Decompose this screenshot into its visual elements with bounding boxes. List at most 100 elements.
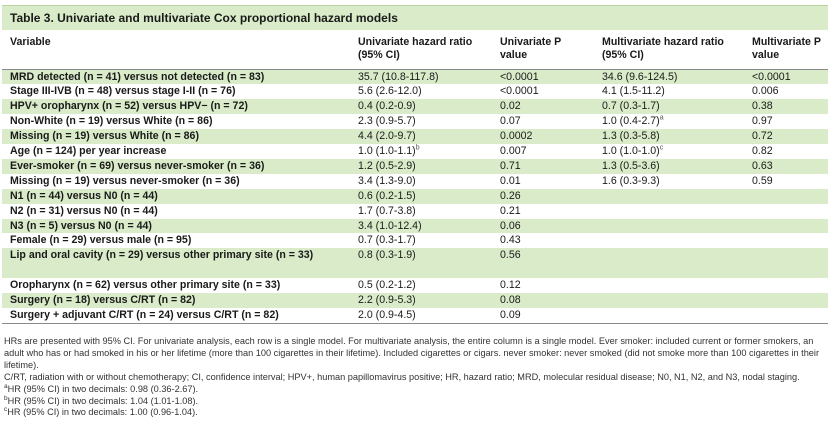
cell-univariate-hr: 5.6 (2.6-12.0) xyxy=(350,84,492,99)
cell-variable: Female (n = 29) versus male (n = 95) xyxy=(2,233,350,248)
footnote-marker: b xyxy=(415,144,420,152)
cell-univariate-hr-text: 2.2 (0.9-5.3) xyxy=(358,294,416,307)
cell-variable-text: Ever-smoker (n = 69) versus never-smoker… xyxy=(10,159,265,172)
cell-multivariate-hr-text: 0.7 (0.3-1.7) xyxy=(602,100,660,113)
cell-univariate-hr-text: 2.3 (0.9-5.7) xyxy=(358,115,416,128)
table-row: N3 (n = 5) versus N0 (n = 44) 3.4 (1.0-12… xyxy=(2,218,828,234)
cell-univariate-p-text: 0.26 xyxy=(500,189,521,202)
cell-multivariate-hr: 1.0 (1.0-1.0)c xyxy=(594,144,744,159)
cell-variable-text: Missing (n = 19) versus White (n = 86) xyxy=(10,130,199,143)
cell-univariate-p-text: 0.06 xyxy=(500,219,521,232)
cell-univariate-hr-text: 0.8 (0.3-1.9) xyxy=(358,249,416,262)
cell-variable: MRD detected (n = 41) versus not detecte… xyxy=(2,69,350,85)
cell-variable-text: N3 (n = 5) versus N0 (n = 44) xyxy=(10,219,152,232)
cell-univariate-hr: 1.7 (0.7-3.8) xyxy=(350,204,492,219)
cell-multivariate-p-text: 0.38 xyxy=(752,100,773,113)
cell-variable-text: Missing (n = 19) versus never-smoker (n … xyxy=(10,174,240,187)
cell-univariate-p-text: 0.56 xyxy=(500,249,521,262)
cell-univariate-hr-text: 0.5 (0.2-1.2) xyxy=(358,279,416,292)
table-row: Lip and oral cavity (n = 29) versus othe… xyxy=(2,248,828,279)
cell-multivariate-hr xyxy=(594,188,744,204)
cell-variable-text: Lip and oral cavity (n = 29) versus othe… xyxy=(10,249,314,262)
cell-univariate-p-text: 0.08 xyxy=(500,294,521,307)
cell-univariate-hr: 0.6 (0.2-1.5) xyxy=(350,188,492,204)
table-header-row: Variable Univariate hazard ratio (95% CI… xyxy=(2,31,828,70)
cell-multivariate-p: 0.82 xyxy=(744,144,828,159)
table-row: HPV+ oropharynx (n = 52) versus HPV− (n … xyxy=(2,99,828,115)
table-row: Ever-smoker (n = 69) versus never-smoker… xyxy=(2,158,828,174)
cell-univariate-p: <0.0001 xyxy=(492,84,594,99)
cell-multivariate-p: 0.63 xyxy=(744,158,828,174)
cell-variable-text: N2 (n = 31) versus N0 (n = 44) xyxy=(10,204,158,217)
cell-variable: N2 (n = 31) versus N0 (n = 44) xyxy=(2,204,350,219)
cell-univariate-hr: 2.3 (0.9-5.7) xyxy=(350,114,492,129)
table-row: Female (n = 29) versus male (n = 95) 0.7 … xyxy=(2,233,828,248)
cell-multivariate-p: 0.97 xyxy=(744,114,828,129)
cell-multivariate-hr: 1.6 (0.3-9.3) xyxy=(594,174,744,189)
cell-multivariate-p-text: 0.82 xyxy=(752,145,773,158)
cell-multivariate-hr-text: 1.3 (0.3-5.8) xyxy=(602,130,660,143)
cell-variable-text: Non-White (n = 19) versus White (n = 86) xyxy=(10,115,213,128)
cell-univariate-p-text: 0.09 xyxy=(500,308,521,321)
cell-univariate-p-text: 0.01 xyxy=(500,174,521,187)
cell-univariate-p-text: 0.007 xyxy=(500,145,527,158)
cell-variable: Lip and oral cavity (n = 29) versus othe… xyxy=(2,248,350,279)
cell-univariate-hr-text: 2.0 (0.9-4.5) xyxy=(358,308,416,321)
cell-univariate-p: 0.02 xyxy=(492,99,594,115)
table-row: Oropharynx (n = 62) versus other primary… xyxy=(2,278,828,293)
cell-univariate-p-text: 0.12 xyxy=(500,279,521,292)
cell-univariate-hr: 0.4 (0.2-0.9) xyxy=(350,99,492,115)
table-row: MRD detected (n = 41) versus not detecte… xyxy=(2,69,828,85)
cell-univariate-hr: 0.8 (0.3-1.9) xyxy=(350,248,492,279)
cell-variable: Surgery + adjuvant C/RT (n = 24) versus … xyxy=(2,307,350,324)
cell-variable: N3 (n = 5) versus N0 (n = 44) xyxy=(2,218,350,234)
note-abbreviations: C/RT, radiation with or without chemothe… xyxy=(4,371,800,382)
cell-multivariate-p: 0.59 xyxy=(744,174,828,189)
cell-multivariate-hr: 1.3 (0.5-3.6) xyxy=(594,158,744,174)
note-paragraph: HRs are presented with 95% CI. For univa… xyxy=(4,336,820,370)
cell-univariate-hr-text: 0.4 (0.2-0.9) xyxy=(358,100,416,113)
cell-multivariate-p-text: 0.72 xyxy=(752,130,773,143)
cell-univariate-hr: 1.0 (1.0-1.1)b xyxy=(350,144,492,159)
cell-variable: Missing (n = 19) versus never-smoker (n … xyxy=(2,174,350,189)
cell-univariate-p: 0.21 xyxy=(492,204,594,219)
cell-multivariate-hr-text: 34.6 (9.6-124.5) xyxy=(602,70,678,83)
cell-univariate-p: 0.06 xyxy=(492,218,594,234)
cell-univariate-p-text: <0.0001 xyxy=(500,85,539,98)
cell-multivariate-hr-text: 1.3 (0.5-3.6) xyxy=(602,159,660,172)
cell-univariate-hr: 35.7 (10.8-117.8) xyxy=(350,69,492,85)
cell-multivariate-p: 0.38 xyxy=(744,99,828,115)
header-multivariate-hr: Multivariate hazard ratio (95% CI) xyxy=(594,31,744,70)
cell-univariate-hr-text: 3.4 (1.0-12.4) xyxy=(358,219,422,232)
cell-multivariate-p xyxy=(744,307,828,324)
cell-univariate-p: 0.0002 xyxy=(492,129,594,145)
table-row: Missing (n = 19) versus White (n = 86) 4.… xyxy=(2,129,828,145)
cell-variable-text: HPV+ oropharynx (n = 52) versus HPV− (n … xyxy=(10,100,248,113)
header-variable: Variable xyxy=(2,31,350,70)
table-notes: HRs are presented with 95% CI. For univa… xyxy=(4,336,828,419)
header-multivariate-p: Multivariate P value xyxy=(744,31,828,70)
cell-variable-text: Oropharynx (n = 62) versus other primary… xyxy=(10,279,281,292)
cell-univariate-hr: 2.2 (0.9-5.3) xyxy=(350,293,492,308)
cell-multivariate-p-text: 0.63 xyxy=(752,159,773,172)
cell-variable: Surgery (n = 18) versus C/RT (n = 82) xyxy=(2,293,350,308)
cell-multivariate-p xyxy=(744,204,828,219)
footnote: cHR (95% CI) in two decimals: 1.00 (0.96… xyxy=(4,407,828,419)
cell-univariate-p-text: 0.43 xyxy=(500,234,521,247)
cell-multivariate-hr-text: 1.0 (1.0-1.0) xyxy=(602,145,660,158)
cell-multivariate-p-text: 0.006 xyxy=(752,85,779,98)
cell-multivariate-p: <0.0001 xyxy=(744,69,828,85)
cell-univariate-p: 0.01 xyxy=(492,174,594,189)
cell-univariate-p: 0.12 xyxy=(492,278,594,293)
cell-univariate-p: 0.56 xyxy=(492,248,594,279)
cell-variable-text: MRD detected (n = 41) versus not detecte… xyxy=(10,70,265,83)
cell-multivariate-hr xyxy=(594,293,744,308)
table-title: Table 3. Univariate and multivariate Cox… xyxy=(2,5,828,30)
cell-univariate-hr-text: 0.7 (0.3-1.7) xyxy=(358,234,416,247)
cell-variable: HPV+ oropharynx (n = 52) versus HPV− (n … xyxy=(2,99,350,115)
cell-univariate-hr: 1.2 (0.5-2.9) xyxy=(350,158,492,174)
cell-variable: Stage III-IVB (n = 48) versus stage I-II… xyxy=(2,84,350,99)
cell-multivariate-p xyxy=(744,248,828,279)
table-row: Surgery (n = 18) versus C/RT (n = 82) 2.2… xyxy=(2,293,828,308)
